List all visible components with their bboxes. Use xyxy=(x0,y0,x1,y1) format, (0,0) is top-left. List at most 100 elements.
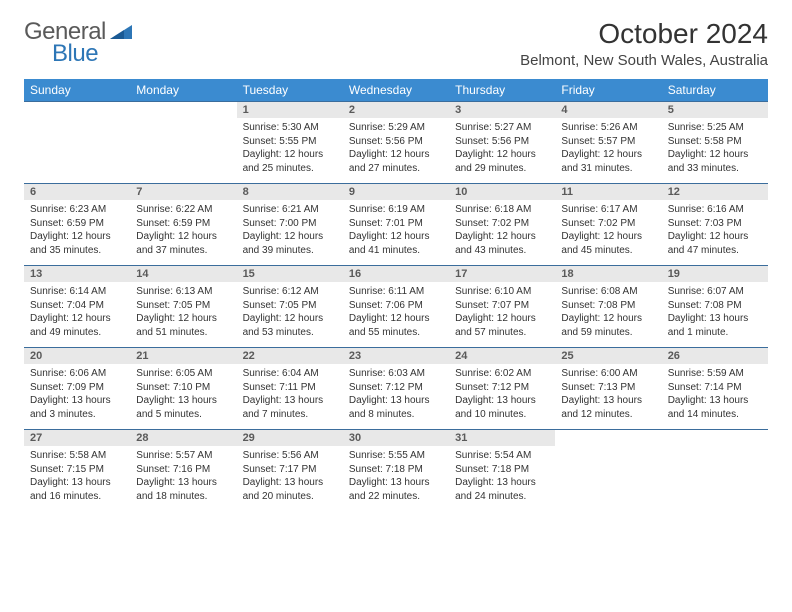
daylight-text: Daylight: 13 hours xyxy=(136,394,230,408)
sunset-text: Sunset: 7:04 PM xyxy=(30,299,124,313)
day-content-row: Sunrise: 5:58 AMSunset: 7:15 PMDaylight:… xyxy=(24,446,768,511)
day-number: 2 xyxy=(343,102,449,119)
day-details: Sunrise: 5:54 AMSunset: 7:18 PMDaylight:… xyxy=(449,446,555,511)
sunset-text: Sunset: 7:11 PM xyxy=(243,381,337,395)
sunrise-text: Sunrise: 5:26 AM xyxy=(561,121,655,135)
daylight-text: and 18 minutes. xyxy=(136,490,230,504)
sunset-text: Sunset: 5:56 PM xyxy=(455,135,549,149)
daylight-text: Daylight: 12 hours xyxy=(455,230,549,244)
sunset-text: Sunset: 7:14 PM xyxy=(668,381,762,395)
sunrise-text: Sunrise: 6:03 AM xyxy=(349,367,443,381)
daylight-text: and 45 minutes. xyxy=(561,244,655,258)
day-details: Sunrise: 6:08 AMSunset: 7:08 PMDaylight:… xyxy=(555,282,661,348)
daylight-text: Daylight: 13 hours xyxy=(243,476,337,490)
sunrise-text: Sunrise: 6:12 AM xyxy=(243,285,337,299)
sunrise-text: Sunrise: 6:00 AM xyxy=(561,367,655,381)
day-details: Sunrise: 5:27 AMSunset: 5:56 PMDaylight:… xyxy=(449,118,555,184)
sunset-text: Sunset: 5:58 PM xyxy=(668,135,762,149)
daylight-text: and 39 minutes. xyxy=(243,244,337,258)
day-details: Sunrise: 6:10 AMSunset: 7:07 PMDaylight:… xyxy=(449,282,555,348)
day-number-row: 13141516171819 xyxy=(24,266,768,283)
day-number: 9 xyxy=(343,184,449,201)
day-number: 25 xyxy=(555,348,661,365)
daylight-text: and 5 minutes. xyxy=(136,408,230,422)
daylight-text: Daylight: 12 hours xyxy=(136,230,230,244)
sunset-text: Sunset: 7:02 PM xyxy=(455,217,549,231)
day-details: Sunrise: 6:04 AMSunset: 7:11 PMDaylight:… xyxy=(237,364,343,430)
day-number: 15 xyxy=(237,266,343,283)
daylight-text: Daylight: 12 hours xyxy=(455,312,549,326)
daylight-text: Daylight: 12 hours xyxy=(455,148,549,162)
weekday-header: Saturday xyxy=(662,79,768,102)
daylight-text: Daylight: 12 hours xyxy=(561,148,655,162)
daylight-text: Daylight: 12 hours xyxy=(30,312,124,326)
title-block: October 2024 Belmont, New South Wales, A… xyxy=(520,18,768,69)
daylight-text: Daylight: 13 hours xyxy=(30,476,124,490)
sunrise-text: Sunrise: 6:22 AM xyxy=(136,203,230,217)
sunset-text: Sunset: 7:16 PM xyxy=(136,463,230,477)
day-number: 8 xyxy=(237,184,343,201)
sunset-text: Sunset: 7:18 PM xyxy=(455,463,549,477)
sunrise-text: Sunrise: 5:57 AM xyxy=(136,449,230,463)
day-details: Sunrise: 6:02 AMSunset: 7:12 PMDaylight:… xyxy=(449,364,555,430)
day-details: Sunrise: 5:58 AMSunset: 7:15 PMDaylight:… xyxy=(24,446,130,511)
weekday-header: Sunday xyxy=(24,79,130,102)
day-number: 5 xyxy=(662,102,768,119)
daylight-text: and 51 minutes. xyxy=(136,326,230,340)
empty-cell xyxy=(24,102,130,119)
daylight-text: and 3 minutes. xyxy=(30,408,124,422)
day-number: 28 xyxy=(130,430,236,447)
sunset-text: Sunset: 7:05 PM xyxy=(136,299,230,313)
sunset-text: Sunset: 7:07 PM xyxy=(455,299,549,313)
day-details: Sunrise: 6:11 AMSunset: 7:06 PMDaylight:… xyxy=(343,282,449,348)
daylight-text: and 49 minutes. xyxy=(30,326,124,340)
day-number: 24 xyxy=(449,348,555,365)
empty-cell xyxy=(130,102,236,119)
month-title: October 2024 xyxy=(520,18,768,50)
daylight-text: and 10 minutes. xyxy=(455,408,549,422)
day-number-row: 20212223242526 xyxy=(24,348,768,365)
day-details: Sunrise: 6:22 AMSunset: 6:59 PMDaylight:… xyxy=(130,200,236,266)
sunrise-text: Sunrise: 5:54 AM xyxy=(455,449,549,463)
day-number: 31 xyxy=(449,430,555,447)
day-number-row: 12345 xyxy=(24,102,768,119)
day-details: Sunrise: 6:03 AMSunset: 7:12 PMDaylight:… xyxy=(343,364,449,430)
day-details: Sunrise: 5:30 AMSunset: 5:55 PMDaylight:… xyxy=(237,118,343,184)
sunset-text: Sunset: 5:56 PM xyxy=(349,135,443,149)
day-details: Sunrise: 6:17 AMSunset: 7:02 PMDaylight:… xyxy=(555,200,661,266)
sunset-text: Sunset: 7:03 PM xyxy=(668,217,762,231)
daylight-text: and 37 minutes. xyxy=(136,244,230,258)
day-number: 3 xyxy=(449,102,555,119)
daylight-text: and 55 minutes. xyxy=(349,326,443,340)
daylight-text: Daylight: 13 hours xyxy=(30,394,124,408)
day-details: Sunrise: 6:06 AMSunset: 7:09 PMDaylight:… xyxy=(24,364,130,430)
daylight-text: Daylight: 13 hours xyxy=(455,394,549,408)
day-details: Sunrise: 6:05 AMSunset: 7:10 PMDaylight:… xyxy=(130,364,236,430)
daylight-text: Daylight: 12 hours xyxy=(561,312,655,326)
day-number: 10 xyxy=(449,184,555,201)
empty-cell xyxy=(130,118,236,184)
sunset-text: Sunset: 7:08 PM xyxy=(668,299,762,313)
weekday-header: Thursday xyxy=(449,79,555,102)
daylight-text: Daylight: 13 hours xyxy=(136,476,230,490)
sunset-text: Sunset: 7:09 PM xyxy=(30,381,124,395)
day-number: 19 xyxy=(662,266,768,283)
daylight-text: and 27 minutes. xyxy=(349,162,443,176)
daylight-text: and 8 minutes. xyxy=(349,408,443,422)
daylight-text: and 41 minutes. xyxy=(349,244,443,258)
sunrise-text: Sunrise: 6:11 AM xyxy=(349,285,443,299)
daylight-text: and 43 minutes. xyxy=(455,244,549,258)
sunrise-text: Sunrise: 6:13 AM xyxy=(136,285,230,299)
logo-text-blue: Blue xyxy=(52,40,98,68)
sunset-text: Sunset: 7:02 PM xyxy=(561,217,655,231)
daylight-text: Daylight: 13 hours xyxy=(243,394,337,408)
daylight-text: and 29 minutes. xyxy=(455,162,549,176)
sunset-text: Sunset: 7:12 PM xyxy=(349,381,443,395)
day-number: 6 xyxy=(24,184,130,201)
sunrise-text: Sunrise: 6:05 AM xyxy=(136,367,230,381)
daylight-text: Daylight: 13 hours xyxy=(349,476,443,490)
sunset-text: Sunset: 7:05 PM xyxy=(243,299,337,313)
sunrise-text: Sunrise: 6:23 AM xyxy=(30,203,124,217)
day-number: 20 xyxy=(24,348,130,365)
weekday-header: Friday xyxy=(555,79,661,102)
